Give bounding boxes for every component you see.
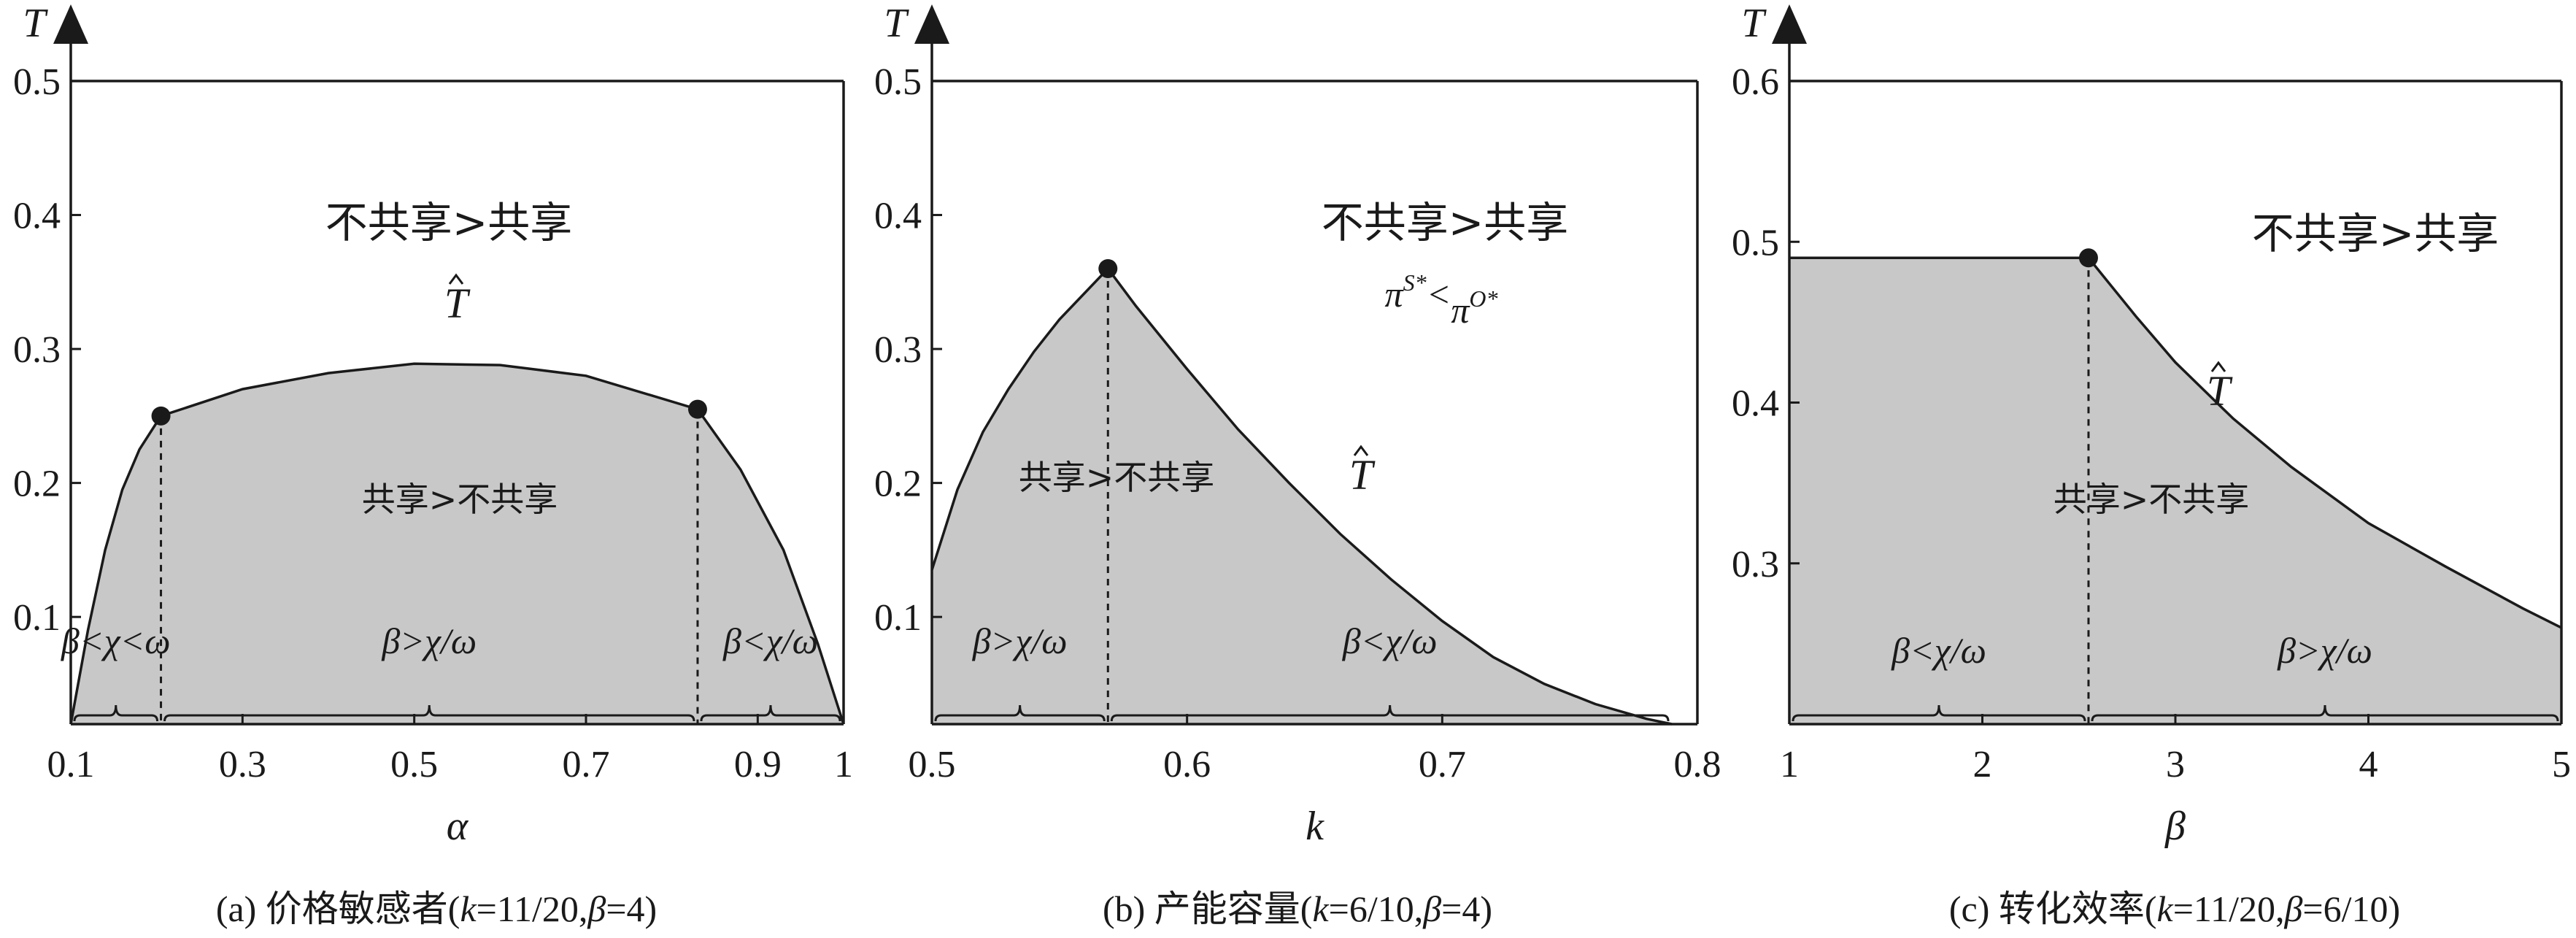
interval-condition-label: β>χ/ω — [2277, 630, 2372, 671]
y-tick-label: 0.4 — [13, 196, 61, 237]
y-axis-arrow — [1772, 4, 1807, 44]
boundary-curve — [930, 266, 1673, 726]
threshold-marker — [151, 406, 171, 426]
y-tick-label: 0.3 — [13, 329, 61, 371]
y-tick-label: 0.2 — [874, 464, 922, 505]
upper-region-label: 不共享>共享 — [1322, 198, 1569, 247]
x-tick-label: 0.5 — [390, 744, 438, 785]
y-axis-label: T — [884, 1, 909, 46]
panel-caption: (c) 转化效率(k=11/20,β=6/10) — [1949, 888, 2400, 929]
panel-1: T 0.1 0.2 0.3 0.4 0.5 0.5 0.6 0.7 0.8 k β>χ/ω β<χ/ω 不… — [874, 1, 1721, 929]
y-axis-label: T — [23, 1, 48, 46]
interval-condition-label: β>χ/ω — [381, 620, 477, 661]
threshold-marker — [687, 399, 707, 419]
x-axis-label: k — [1306, 804, 1324, 849]
interval-condition-label: β<χ/ω — [1891, 630, 1986, 671]
panel-2: T 0.3 0.4 0.5 0.6 1 2 3 4 5 β β<χ/ω β>χ/ω 不共享>共享共享>不共… — [1732, 1, 2571, 929]
interval-brace — [1792, 704, 2086, 722]
x-tick-label: 5 — [2552, 744, 2571, 785]
x-tick-label: 3 — [2166, 744, 2185, 785]
y-tick-label: 0.3 — [1732, 544, 1779, 585]
y-tick-label: 0.5 — [13, 61, 61, 103]
x-tick-label: 0.9 — [734, 744, 782, 785]
interval-brace — [2091, 704, 2559, 722]
boundary-curve — [69, 362, 845, 725]
curve-name-label: T — [2207, 367, 2233, 415]
x-tick-label: 4 — [2359, 744, 2378, 785]
hat-accent — [448, 273, 464, 285]
threshold-marker — [2078, 248, 2098, 268]
interval-condition-label: β<χ/ω — [722, 620, 818, 661]
x-tick-label: 1 — [1780, 744, 1799, 785]
boundary-curve — [1789, 256, 2562, 629]
shaded-region — [1789, 258, 2561, 724]
y-tick-label: 0.4 — [1732, 383, 1779, 425]
hat-accent — [2210, 361, 2226, 372]
interval-brace — [1110, 704, 1670, 722]
curve-name-label: T — [1349, 451, 1376, 499]
lower-region-label: 共享>不共享 — [362, 480, 558, 519]
y-axis-label: T — [1741, 1, 1767, 46]
y-tick-label: 0.5 — [874, 61, 922, 103]
interval-condition-label: β<χ<ω — [61, 620, 171, 661]
y-tick-label: 0.1 — [13, 597, 61, 639]
interval-condition-label: β>χ/ω — [972, 620, 1068, 661]
panel-caption: (a) 价格敏感者(k=11/20,β=4) — [216, 888, 657, 929]
y-tick-label: 0.6 — [1732, 61, 1779, 103]
interval-brace — [700, 704, 841, 722]
y-tick-label: 0.2 — [13, 464, 61, 505]
x-tick-label: 0.6 — [1163, 744, 1211, 785]
x-tick-label: 0.8 — [1674, 744, 1721, 785]
curve-name-label: T — [444, 280, 471, 327]
lower-region-label: 共享>不共享 — [2054, 480, 2250, 519]
x-tick-label: 1 — [834, 744, 853, 785]
interval-brace — [73, 704, 159, 722]
y-tick-label: 0.1 — [874, 597, 922, 639]
x-tick-label: 0.7 — [563, 744, 610, 785]
x-tick-label: 2 — [1973, 744, 1992, 785]
x-tick-label: 0.7 — [1419, 744, 1466, 785]
y-axis-arrow — [914, 4, 949, 44]
x-axis-label: β — [2164, 804, 2186, 849]
upper-region-label: 不共享>共享 — [325, 198, 573, 247]
panel-caption: (b) 产能容量(k=6/10,β=4) — [1103, 888, 1492, 929]
x-axis-label: α — [447, 804, 469, 849]
profit-comparison-label: πS*<πO* — [1385, 269, 1498, 331]
threshold-marker — [1098, 258, 1118, 278]
lower-region-label: 共享>不共享 — [1019, 458, 1215, 497]
y-tick-label: 0.3 — [874, 329, 922, 371]
interval-brace — [163, 704, 695, 722]
hat-accent — [1353, 445, 1369, 456]
y-axis-arrow — [53, 4, 88, 44]
x-tick-label: 0.3 — [219, 744, 266, 785]
y-tick-label: 0.5 — [1732, 222, 1779, 264]
y-tick-label: 0.4 — [874, 196, 922, 237]
x-tick-label: 0.1 — [47, 744, 95, 785]
shaded-region — [71, 364, 844, 724]
panel-0: T 0.1 0.2 0.3 0.4 0.5 0.1 0.3 0.5 0.7 0.9 1 α β<χ<ω β>… — [13, 1, 853, 929]
upper-region-label: 不共享>共享 — [2252, 209, 2499, 258]
interval-brace — [934, 704, 1106, 722]
x-tick-label: 0.5 — [909, 744, 956, 785]
interval-condition-label: β<χ/ω — [1342, 620, 1438, 661]
